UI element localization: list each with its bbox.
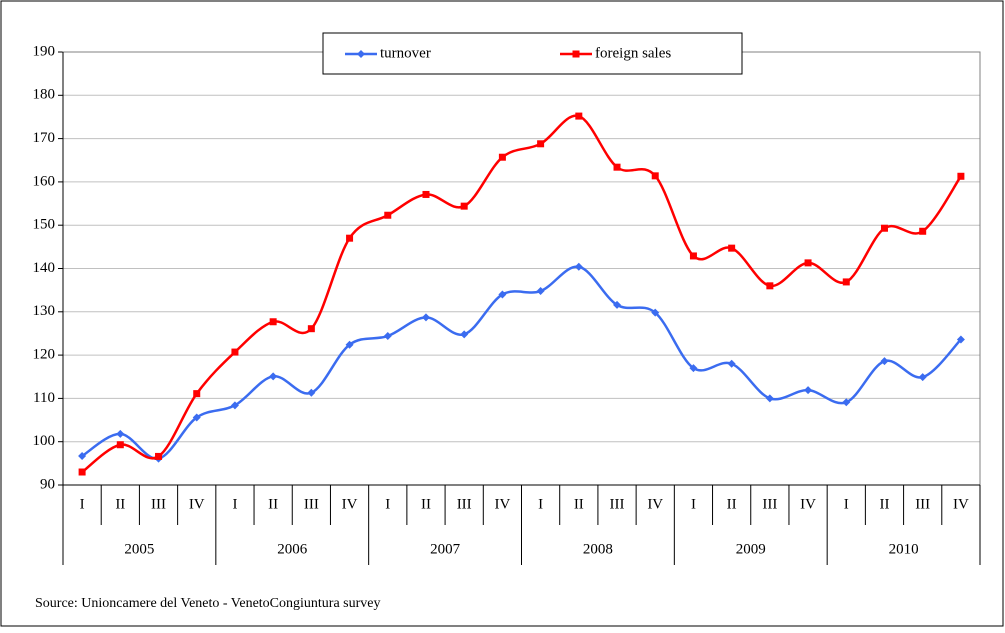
data-point — [689, 364, 698, 373]
y-tick-label: 90 — [40, 476, 55, 492]
y-tick-label: 100 — [33, 433, 56, 449]
data-point — [307, 325, 315, 333]
data-point — [155, 452, 163, 460]
x-tick-label: I — [80, 496, 85, 512]
data-point — [574, 262, 583, 271]
x-group-label: 2009 — [736, 541, 766, 557]
data-point — [116, 429, 125, 438]
x-group-label: 2007 — [430, 541, 461, 557]
data-point — [765, 394, 774, 403]
x-tick-label: III — [304, 496, 319, 512]
data-point — [193, 390, 201, 398]
data-point — [728, 244, 736, 252]
data-point — [421, 313, 430, 322]
x-group-label: 2006 — [277, 541, 308, 557]
x-tick-label: IV — [494, 496, 510, 512]
x-tick-label: II — [268, 496, 278, 512]
source-note: Source: Unioncamere del Veneto - VenetoC… — [35, 596, 381, 611]
x-tick-label: I — [538, 496, 543, 512]
x-tick-label: II — [727, 496, 737, 512]
y-tick-label: 170 — [33, 130, 56, 146]
data-point — [460, 202, 468, 210]
x-tick-label: II — [879, 496, 889, 512]
data-point — [422, 190, 430, 198]
data-point — [384, 211, 392, 219]
data-point — [613, 163, 621, 171]
data-point — [613, 300, 622, 309]
legend-marker — [357, 50, 365, 58]
data-point — [727, 359, 736, 368]
data-point — [957, 172, 965, 180]
x-tick-label: IV — [342, 496, 358, 512]
x-tick-label: IV — [189, 496, 205, 512]
y-tick-label: 120 — [33, 347, 56, 363]
y-tick-label: 180 — [33, 87, 56, 103]
x-tick-label: II — [574, 496, 584, 512]
data-point — [842, 398, 851, 407]
x-tick-label: III — [151, 496, 166, 512]
y-tick-label: 110 — [33, 390, 55, 406]
y-tick-label: 160 — [33, 173, 56, 189]
data-point — [956, 335, 965, 344]
data-point — [842, 278, 850, 286]
x-group-label: 2010 — [889, 541, 919, 557]
data-point — [919, 227, 927, 235]
x-tick-label: IV — [647, 496, 663, 512]
legend-box — [322, 32, 743, 75]
data-point — [346, 234, 354, 242]
x-tick-label: I — [691, 496, 696, 512]
x-tick-label: II — [115, 496, 125, 512]
data-point — [537, 140, 545, 148]
y-tick-label: 190 — [33, 43, 56, 59]
x-tick-label: IV — [953, 496, 969, 512]
data-point — [78, 451, 87, 460]
data-point — [498, 153, 506, 161]
data-point — [918, 373, 927, 382]
data-point — [383, 332, 392, 341]
legend-label: turnover — [380, 45, 431, 61]
legend-label: foreign sales — [595, 45, 671, 61]
data-point — [536, 287, 545, 296]
x-tick-label: IV — [800, 496, 816, 512]
y-tick-label: 140 — [33, 260, 56, 276]
x-tick-label: I — [844, 496, 849, 512]
data-point — [575, 112, 583, 120]
data-point — [498, 290, 507, 299]
x-tick-label: II — [421, 496, 431, 512]
data-point — [78, 468, 86, 476]
x-tick-label: III — [610, 496, 625, 512]
data-point — [116, 441, 124, 449]
x-tick-label: III — [762, 496, 777, 512]
data-point — [689, 252, 697, 260]
data-point — [231, 348, 239, 356]
data-point — [269, 318, 277, 326]
data-point — [804, 386, 813, 395]
data-point — [307, 388, 316, 397]
data-point — [192, 413, 201, 422]
x-group-label: 2005 — [124, 541, 154, 557]
x-tick-label: III — [457, 496, 472, 512]
data-point — [804, 259, 812, 267]
x-tick-label: I — [385, 496, 390, 512]
y-tick-label: 130 — [33, 303, 56, 319]
data-point — [651, 308, 660, 317]
data-point — [230, 401, 239, 410]
data-point — [460, 330, 469, 339]
data-point — [880, 357, 889, 366]
y-tick-label: 150 — [33, 217, 56, 233]
data-point — [269, 372, 278, 381]
x-tick-label: I — [232, 496, 237, 512]
data-point — [651, 172, 659, 180]
x-tick-label: III — [915, 496, 930, 512]
data-point — [766, 282, 774, 290]
x-group-label: 2008 — [583, 541, 613, 557]
data-point — [880, 224, 888, 232]
data-point — [345, 340, 354, 349]
legend-marker — [572, 50, 580, 58]
